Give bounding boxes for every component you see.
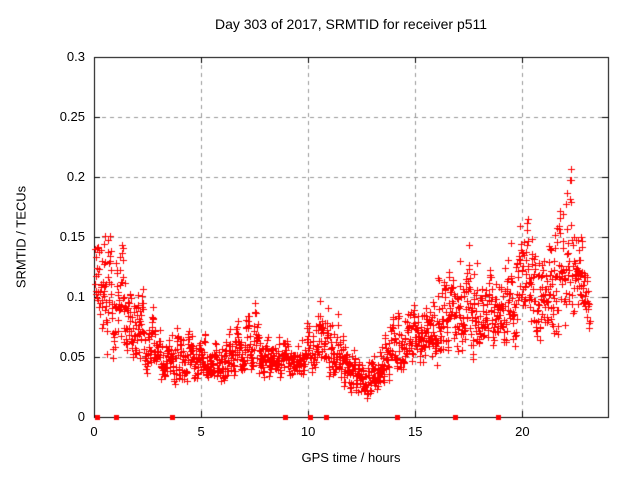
y-tick-label: 0.3 bbox=[66, 49, 85, 64]
y-tick-label: 0.25 bbox=[59, 109, 85, 124]
x-tick-label: 10 bbox=[300, 424, 316, 439]
x-tick-label: 0 bbox=[90, 424, 98, 439]
x-tick-label: 15 bbox=[408, 424, 423, 439]
y-tick-label: 0.15 bbox=[59, 229, 85, 244]
y-tick-label: 0 bbox=[77, 409, 85, 424]
y-tick-label: 0.2 bbox=[66, 169, 85, 184]
y-tick-label: 0.05 bbox=[59, 349, 85, 364]
y-tick-label: 0.1 bbox=[66, 289, 85, 304]
x-tick-label: 20 bbox=[515, 424, 530, 439]
chart-title: Day 303 of 2017, SRMTID for receiver p51… bbox=[214, 16, 488, 32]
x-tick-label: 5 bbox=[197, 424, 205, 439]
x-axis-label: GPS time / hours bbox=[301, 450, 401, 465]
